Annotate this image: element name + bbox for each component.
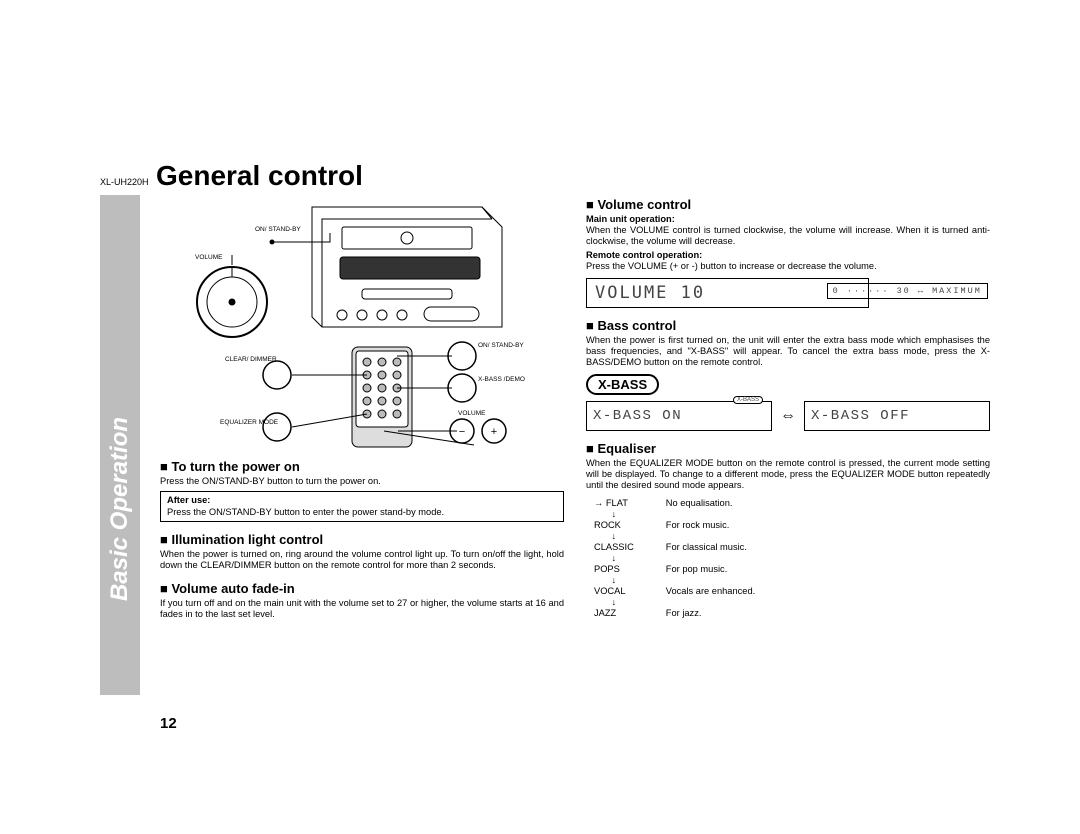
heading-bass-control: Bass control	[586, 318, 990, 333]
eq-mode-desc: For rock music.	[658, 519, 779, 531]
label-xbass-demo: X-BASS /DEMO	[478, 377, 525, 384]
equaliser-mode-table: → FLATNo equalisation.↓ROCKFor rock musi…	[586, 497, 779, 619]
afteruse-body: Press the ON/STAND-BY button to enter th…	[167, 507, 557, 518]
down-arrow-icon: ↓	[586, 575, 658, 585]
eq-mode-name: POPS	[586, 563, 658, 575]
eq-mode-row: ROCKFor rock music.	[586, 519, 779, 531]
subhead-main-unit-op: Main unit operation:	[586, 214, 990, 225]
page-number: 12	[160, 715, 177, 732]
lcd-volume-text: VOLUME 10	[595, 283, 705, 303]
eq-mode-name: CLASSIC	[586, 541, 658, 553]
heading-volume-control: Volume control	[586, 197, 990, 212]
eq-mode-desc: Vocals are enhanced.	[658, 585, 779, 597]
text-fade-in: If you turn off and on the main unit wit…	[160, 598, 564, 620]
eq-mode-desc: For jazz.	[658, 607, 779, 619]
right-column: Volume control Main unit operation: When…	[586, 197, 990, 724]
down-arrow-icon: ↓	[586, 597, 658, 607]
eq-mode-name: JAZZ	[586, 607, 658, 619]
section-sidebar-label: Basic Operation	[106, 417, 134, 601]
lcd-xbass-off: X-BASS OFF	[804, 401, 990, 431]
eq-mode-row: POPSFor pop music.	[586, 563, 779, 575]
toggle-arrow-icon: ⇔	[780, 407, 796, 425]
eq-mode-desc: For pop music.	[658, 563, 779, 575]
lcd-xbass-on: X-BASS ON X-BASS	[586, 401, 772, 431]
text-remote-op: Press the VOLUME (+ or -) button to incr…	[586, 261, 990, 272]
afteruse-box: After use: Press the ON/STAND-BY button …	[160, 491, 564, 522]
text-main-unit-op: When the VOLUME control is turned clockw…	[586, 225, 990, 247]
heading-fade-in: Volume auto fade-in	[160, 581, 564, 596]
text-illumination: When the power is turned on, ring around…	[160, 549, 564, 571]
eq-mode-row: JAZZFor jazz.	[586, 607, 779, 619]
lcd-volume-display: VOLUME 10 0 ······ 30 ↔ MAXIMUM	[586, 278, 869, 308]
volume-scale-legend: 0 ······ 30 ↔ MAXIMUM	[827, 283, 988, 299]
manual-page: XL-UH220H General control Basic Operatio…	[100, 155, 990, 724]
label-volume-buttons: VOLUME	[458, 411, 485, 418]
heading-power-on: To turn the power on	[160, 459, 564, 474]
model-number: XL-UH220H	[100, 177, 149, 187]
afteruse-title: After use:	[167, 495, 557, 505]
lcd-xbass-on-text: X-BASS ON	[593, 408, 682, 424]
eq-mode-name: ROCK	[586, 519, 658, 531]
down-arrow-icon: ↓	[586, 531, 658, 541]
text-equaliser: When the EQUALIZER MODE button on the re…	[586, 458, 990, 491]
text-bass-control: When the power is first turned on, the u…	[586, 335, 990, 368]
eq-mode-row: VOCALVocals are enhanced.	[586, 585, 779, 597]
xbass-badge-icon: X-BASS	[733, 396, 763, 404]
label-volume-knob: VOLUME	[195, 255, 222, 262]
section-sidebar: Basic Operation	[100, 195, 140, 695]
left-column: − + ON/ STAND-BY VOLUME ON/ STAND-BY CLE…	[160, 197, 564, 724]
down-arrow-icon: ↓	[586, 509, 658, 519]
eq-mode-row: CLASSICFor classical music.	[586, 541, 779, 553]
label-equalizer-mode: EQUALIZER MODE	[220, 420, 278, 427]
eq-mode-desc: No equalisation.	[658, 497, 779, 509]
label-on-standby-remote: ON/ STAND-BY	[478, 343, 524, 350]
label-on-standby-main: ON/ STAND-BY	[255, 227, 301, 234]
svg-text:+: +	[491, 426, 497, 438]
eq-mode-name: → FLAT	[586, 497, 658, 509]
xbass-logo: X-BASS	[586, 374, 659, 395]
svg-text:−: −	[459, 426, 465, 438]
down-arrow-icon: ↓	[586, 553, 658, 563]
text-power-on: Press the ON/STAND-BY button to turn the…	[160, 476, 564, 487]
heading-illumination: Illumination light control	[160, 532, 564, 547]
page-title: General control	[156, 160, 363, 192]
eq-mode-row: → FLATNo equalisation.	[586, 497, 779, 509]
eq-mode-desc: For classical music.	[658, 541, 779, 553]
label-clear-dimmer: CLEAR/ DIMMER	[225, 357, 277, 364]
heading-equaliser: Equaliser	[586, 441, 990, 456]
device-illustration: − + ON/ STAND-BY VOLUME ON/ STAND-BY CLE…	[160, 197, 564, 449]
eq-mode-name: VOCAL	[586, 585, 658, 597]
lcd-xbass-off-text: X-BASS OFF	[811, 408, 910, 424]
subhead-remote-op: Remote control operation:	[586, 250, 990, 261]
